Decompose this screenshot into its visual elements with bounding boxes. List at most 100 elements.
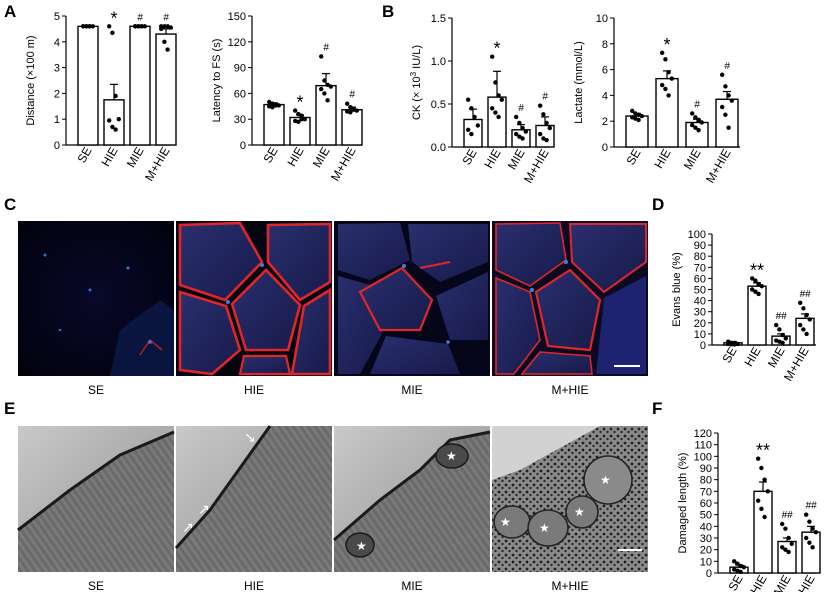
data-point: [762, 477, 767, 482]
data-point: [753, 289, 758, 294]
data-point: [798, 300, 803, 306]
data-point: [732, 559, 737, 564]
data-point: [753, 278, 758, 283]
category-label-hie: HIE: [98, 145, 120, 169]
data-point: [110, 124, 115, 130]
data-point: [113, 93, 118, 99]
data-point: [813, 529, 818, 535]
data-point: [636, 117, 641, 123]
caption-c-hie: HIE: [244, 383, 264, 397]
bar-hie: [103, 99, 125, 146]
caption-e-hie: HIE: [244, 579, 264, 592]
data-point: [87, 24, 92, 29]
data-point: [348, 110, 353, 115]
category-label-hie: HIE: [651, 147, 673, 171]
data-point: [302, 117, 307, 122]
panel-label-f: F: [652, 399, 662, 418]
y-tick-label: 1: [54, 114, 60, 126]
data-point: [801, 306, 806, 311]
data-point: [723, 112, 728, 117]
y-tick-label: 4: [602, 90, 608, 102]
data-point: [666, 69, 671, 75]
bar-hie: [487, 96, 507, 148]
data-point: [351, 107, 356, 112]
category-label-se: SE: [725, 573, 745, 592]
panel-label-a: A: [4, 2, 16, 21]
significance-mark: #: [137, 12, 143, 23]
data-point: [630, 108, 635, 114]
category-label-se: SE: [74, 145, 94, 166]
data-point: [780, 521, 785, 527]
y-tick-label: 0: [54, 140, 60, 152]
data-point: [107, 24, 112, 29]
panel-label-d: D: [652, 195, 664, 214]
bar-se: [263, 103, 285, 146]
data-point: [107, 118, 112, 123]
data-point: [804, 312, 809, 318]
fluorescence-image-m-hie: [492, 221, 648, 376]
data-point: [783, 336, 788, 341]
fluorescence-image-hie: [176, 221, 332, 376]
category-label-hie: HIE: [741, 345, 763, 369]
data-point: [729, 342, 734, 347]
data-point: [299, 113, 304, 118]
data-point: [299, 117, 304, 122]
y-tick-label: 0: [240, 140, 246, 152]
star-icon: ★: [446, 449, 457, 463]
y-tick-label: 90: [700, 463, 712, 475]
significance-mark: ##: [781, 510, 793, 521]
significance-mark: ##: [775, 311, 787, 322]
significance-mark: #: [163, 12, 169, 23]
star-icon: ★: [356, 539, 367, 553]
y-tick-label: 40: [694, 296, 706, 308]
significance-mark: #: [542, 92, 548, 103]
data-point: [345, 101, 350, 106]
fluorescence-image-mie: [334, 221, 490, 376]
data-point: [493, 110, 498, 115]
data-point: [544, 120, 549, 126]
significance-mark: #: [518, 103, 524, 114]
category-label-mie: MIE: [310, 145, 333, 170]
y-tick-label: 60: [234, 88, 246, 100]
data-point: [81, 24, 86, 29]
y-tick-label: 0: [700, 340, 706, 352]
significance-mark: *: [110, 8, 117, 28]
data-point: [759, 465, 764, 471]
data-point: [293, 108, 298, 113]
bar-m-hie: [341, 109, 363, 146]
caption-e-m-hie: M+HIE: [551, 579, 588, 592]
data-point: [273, 103, 278, 108]
data-point: [735, 561, 740, 566]
y-tick-label: 110: [694, 440, 712, 452]
data-point: [496, 114, 501, 120]
chart-distance: 0 1 2 3 4 5 Distance (×100 m) SE * HIE # MIE # M+HIE: [25, 8, 177, 184]
bar-hie: [753, 490, 773, 574]
category-label-mie: MIE: [681, 147, 704, 172]
data-point: [807, 540, 812, 545]
y-tick-label: 3: [54, 63, 60, 75]
caption-e-mie: MIE: [401, 579, 422, 592]
y-tick-label: 150: [228, 11, 246, 23]
data-point: [780, 332, 785, 338]
y-tick-label: 100: [688, 229, 706, 241]
data-point: [162, 24, 167, 29]
y-axis-title: Evans blue (%): [671, 252, 683, 327]
data-point: [810, 545, 815, 550]
y-tick-label: 2: [602, 116, 608, 128]
significance-mark: *: [663, 35, 670, 55]
data-point: [741, 564, 746, 570]
data-point: [759, 506, 764, 512]
y-tick-label: 0.5: [431, 99, 446, 111]
data-point: [496, 93, 501, 98]
data-point: [276, 103, 281, 108]
data-point: [804, 512, 809, 517]
y-tick-label: 6: [602, 65, 608, 77]
y-tick-label: 10: [700, 556, 712, 568]
data-point: [777, 327, 782, 332]
data-point: [325, 98, 330, 103]
data-point: [133, 24, 138, 29]
data-point: [523, 129, 528, 134]
significance-mark: ##: [799, 289, 811, 300]
significance-mark: #: [724, 61, 730, 72]
